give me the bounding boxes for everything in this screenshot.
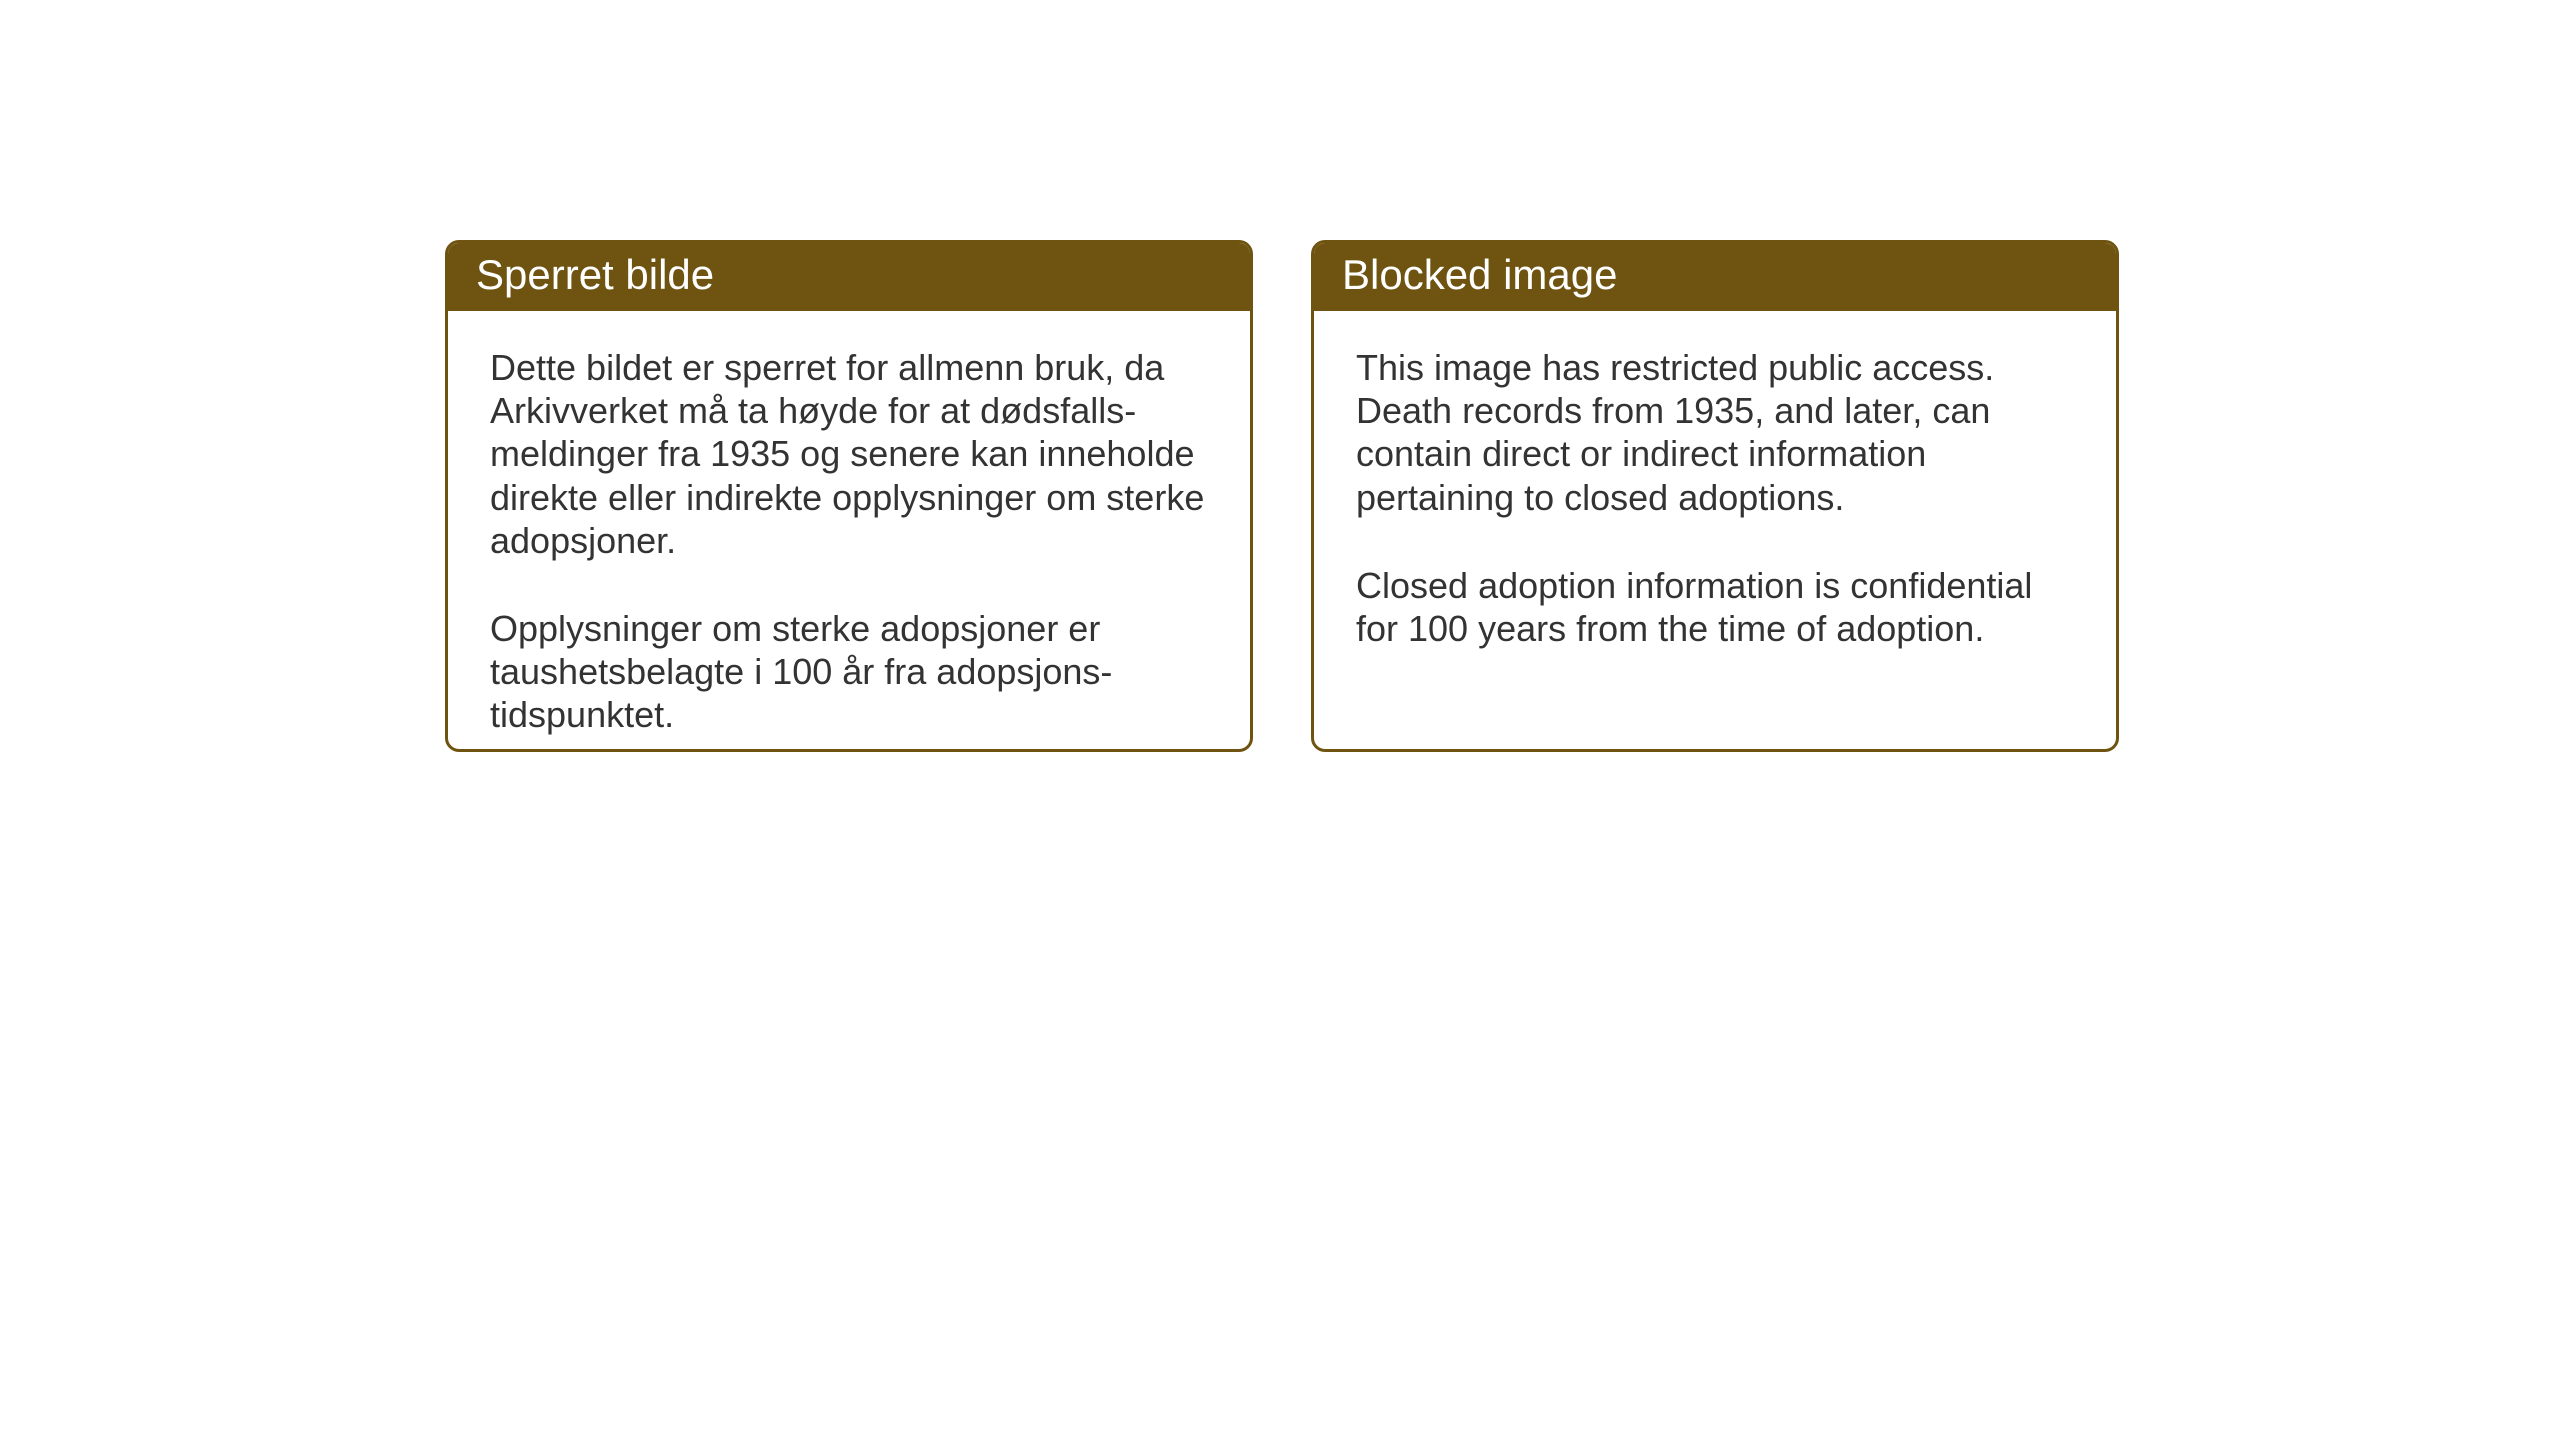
card-body-english: This image has restricted public access.… <box>1314 311 2116 685</box>
card-paragraph: Dette bildet er sperret for allmenn bruk… <box>490 346 1208 562</box>
notice-cards-container: Sperret bilde Dette bildet er sperret fo… <box>445 240 2119 752</box>
notice-card-norwegian: Sperret bilde Dette bildet er sperret fo… <box>445 240 1253 752</box>
card-paragraph: Closed adoption information is confident… <box>1356 564 2074 650</box>
card-body-norwegian: Dette bildet er sperret for allmenn bruk… <box>448 311 1250 752</box>
card-title-english: Blocked image <box>1314 243 2116 311</box>
card-paragraph: Opplysninger om sterke adopsjoner er tau… <box>490 607 1208 737</box>
card-title-norwegian: Sperret bilde <box>448 243 1250 311</box>
notice-card-english: Blocked image This image has restricted … <box>1311 240 2119 752</box>
card-paragraph: This image has restricted public access.… <box>1356 346 2074 519</box>
